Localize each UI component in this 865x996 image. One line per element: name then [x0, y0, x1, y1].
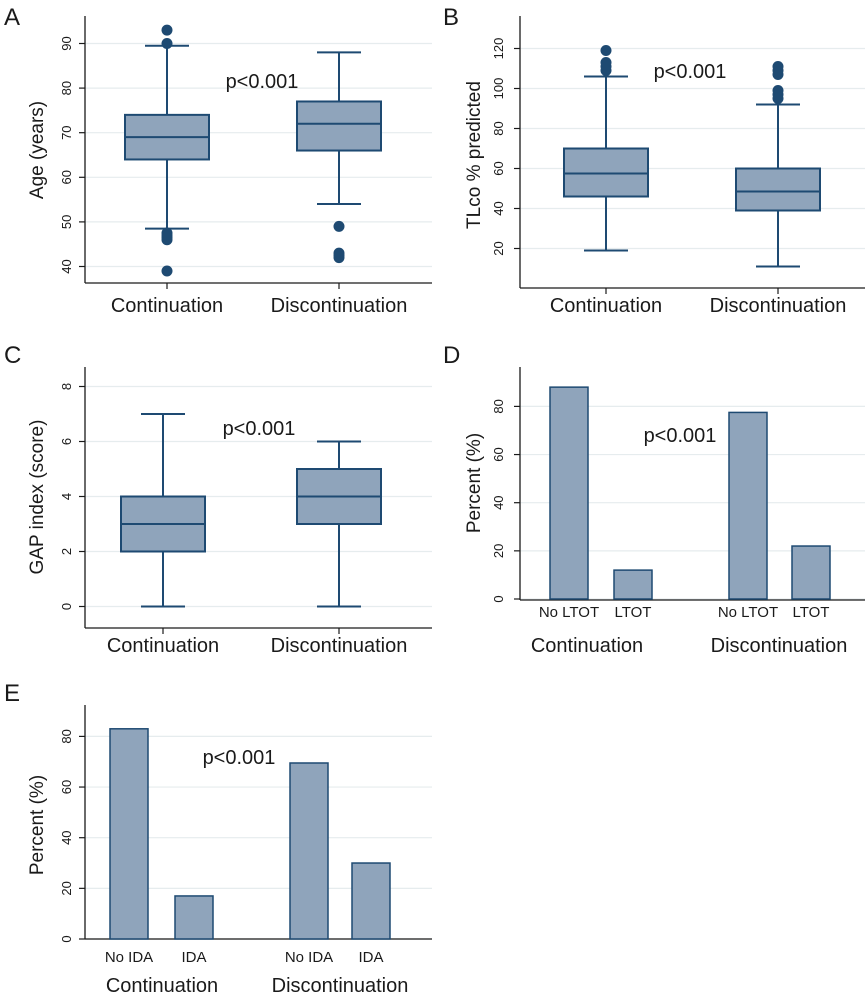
outlier-point [333, 220, 345, 232]
outlier-point [161, 38, 173, 49]
y-tick-label: 0 [491, 595, 506, 602]
category-label: Continuation [550, 295, 662, 317]
bar-group-discontinuation: No LTOT LTOT Discontinuation [711, 411, 848, 657]
p-value-annotation: p<0.001 [654, 61, 727, 83]
panel-d: D 0 20 40 60 80 Percent (%) No LTOT LTOT Continua… [443, 342, 865, 657]
y-axis-title: Percent (%) [464, 433, 485, 533]
y-tick-label: 8 [59, 383, 74, 390]
y-tick-label: 40 [59, 259, 74, 273]
y-tick-label: 20 [491, 241, 506, 255]
y-tick-label: 70 [59, 125, 74, 139]
box-continuation: Continuation [550, 45, 662, 317]
bar [791, 545, 831, 600]
category-label: Discontinuation [710, 295, 847, 317]
panel-e: E 0 20 40 60 80 Percent (%) No IDA IDA Continuati… [4, 680, 432, 996]
bar [174, 895, 214, 940]
category-label: Continuation [111, 295, 223, 317]
p-value-annotation: p<0.001 [203, 747, 276, 769]
bar-label: IDA [181, 949, 206, 966]
box-continuation: Continuation [111, 24, 223, 317]
y-tick-label: 60 [59, 170, 74, 184]
box-iqr [296, 100, 382, 152]
box-continuation: Continuation [107, 413, 219, 657]
category-label: Discontinuation [271, 295, 408, 317]
bar [289, 762, 329, 940]
y-tick-label: 80 [491, 121, 506, 135]
y-axis-title: GAP index (score) [27, 420, 48, 575]
outlier-point [333, 247, 345, 259]
y-tick-label: 80 [491, 399, 506, 413]
panel-letter: C [4, 342, 21, 369]
bar-label: No IDA [105, 949, 153, 966]
y-tick-label: 6 [59, 438, 74, 445]
y-tick-label: 100 [491, 78, 506, 100]
y-tick-label: 0 [59, 603, 74, 610]
outlier-point [600, 45, 612, 56]
category-label: Discontinuation [271, 635, 408, 657]
box-discontinuation: Discontinuation [271, 440, 408, 657]
bar [351, 862, 391, 940]
y-tick-label: 40 [59, 830, 74, 844]
y-axis-title: Age (years) [27, 101, 48, 199]
y-tick-label: 80 [59, 729, 74, 743]
bar-group-continuation: No IDA IDA Continuation [105, 728, 218, 996]
box-iqr [735, 167, 821, 212]
outlier-point [772, 61, 784, 72]
group-label: Discontinuation [272, 975, 409, 996]
panel-letter: A [4, 4, 20, 31]
outlier-point [772, 85, 784, 96]
outlier-point [161, 24, 173, 36]
p-value-annotation: p<0.001 [223, 418, 296, 440]
bar-group-continuation: No LTOT LTOT Continuation [531, 386, 653, 657]
y-axis-title: TLco % predicted [464, 81, 485, 229]
panel-a: A 40 50 60 70 80 90 Age (years) Continuation Disc… [4, 4, 432, 317]
bar-label: LTOT [793, 604, 830, 621]
category-label: Continuation [107, 635, 219, 657]
panel-letter: E [4, 680, 20, 707]
y-tick-label: 20 [491, 544, 506, 558]
y-tick-label: 40 [491, 495, 506, 509]
y-tick-label: 4 [59, 493, 74, 500]
bar [613, 569, 653, 600]
y-tick-label: 40 [491, 201, 506, 215]
p-value-annotation: p<0.001 [226, 71, 299, 93]
outlier-point [161, 227, 173, 239]
panel-letter: B [443, 4, 459, 31]
y-tick-label: 50 [59, 215, 74, 229]
y-tick-label: 90 [59, 36, 74, 50]
box-discontinuation: Discontinuation [710, 61, 847, 317]
group-label: Discontinuation [711, 635, 848, 657]
y-tick-label: 0 [59, 935, 74, 942]
bar-label: LTOT [615, 604, 652, 621]
y-axis-title: Percent (%) [27, 775, 48, 875]
panel-c: C 0 2 4 6 8 GAP index (score) Continuation Disco… [4, 342, 432, 657]
bar-label: No LTOT [539, 604, 599, 621]
y-tick-label: 80 [59, 81, 74, 95]
group-label: Continuation [531, 635, 643, 657]
group-label: Continuation [106, 975, 218, 996]
bar-label: No IDA [285, 949, 333, 966]
box-discontinuation: Discontinuation [271, 51, 408, 317]
y-tick-label: 60 [491, 447, 506, 461]
y-tick-label: 60 [59, 780, 74, 794]
panel-b: B 20 40 60 80 100 120 TLco % predicted Continuat… [443, 4, 865, 317]
outlier-point [600, 57, 612, 68]
bar-label: IDA [358, 949, 383, 966]
y-tick-label: 2 [59, 548, 74, 555]
bar [549, 386, 589, 600]
bar-label: No LTOT [718, 604, 778, 621]
bar-group-discontinuation: No IDA IDA Discontinuation [272, 762, 409, 996]
panel-letter: D [443, 342, 460, 369]
p-value-annotation: p<0.001 [644, 425, 717, 447]
y-tick-label: 20 [59, 881, 74, 895]
y-tick-label: 120 [491, 38, 506, 60]
bar [109, 728, 149, 940]
bar [728, 411, 768, 600]
outlier-point [161, 265, 173, 277]
y-tick-label: 60 [491, 161, 506, 175]
